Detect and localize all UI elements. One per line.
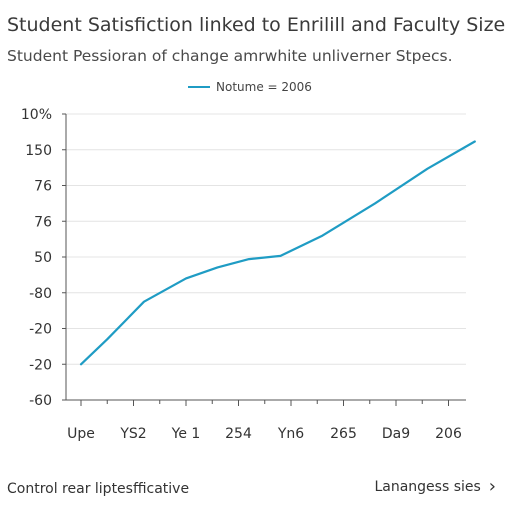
y-tick-label: 76 bbox=[34, 179, 52, 195]
legend-swatch bbox=[188, 86, 210, 88]
y-tick-label: 76 bbox=[34, 214, 52, 230]
y-tick-label: -20 bbox=[29, 357, 52, 373]
languages-link[interactable]: Lanangess sies › bbox=[374, 478, 496, 496]
legend: Notume = 2006 bbox=[188, 80, 312, 94]
axis-layer bbox=[62, 113, 466, 406]
x-tick-label: Da9 bbox=[382, 426, 410, 442]
chart-subtitle: Student Pessioran of change amrwhite unl… bbox=[7, 47, 453, 65]
footer-note: Control rear liptesfficative bbox=[7, 481, 190, 497]
y-tick-label: 10% bbox=[21, 107, 52, 123]
y-tick-label: 50 bbox=[34, 250, 52, 266]
x-tick-label: 254 bbox=[225, 426, 252, 442]
series-layer bbox=[79, 140, 476, 366]
grid-layer bbox=[66, 113, 466, 365]
series-line bbox=[79, 140, 476, 366]
x-tick-label: 265 bbox=[330, 426, 357, 442]
y-tick-label: -80 bbox=[29, 286, 52, 302]
y-tick-label: 150 bbox=[25, 143, 52, 159]
languages-link-label[interactable]: Lanangess sies bbox=[374, 479, 481, 495]
x-tick-label: Yn6 bbox=[277, 426, 304, 442]
x-tick-label: YS2 bbox=[119, 426, 146, 442]
x-tick-label: 206 bbox=[435, 426, 462, 442]
y-tick-label: -60 bbox=[29, 393, 52, 409]
tick-layer: 10% 150 76 76 50 -80 -20 -20 -60 Upe YS2 Ye 1 254 Yn6… bbox=[21, 107, 462, 442]
chevron-right-icon: › bbox=[488, 476, 496, 497]
y-tick-label: -20 bbox=[29, 322, 52, 338]
x-tick-label: Upe bbox=[67, 426, 95, 442]
x-tick-label: Ye 1 bbox=[171, 426, 201, 442]
legend-label: Notume = 2006 bbox=[216, 80, 312, 94]
chart-title: Student Satisfiction linked to Enrilill … bbox=[7, 14, 506, 36]
